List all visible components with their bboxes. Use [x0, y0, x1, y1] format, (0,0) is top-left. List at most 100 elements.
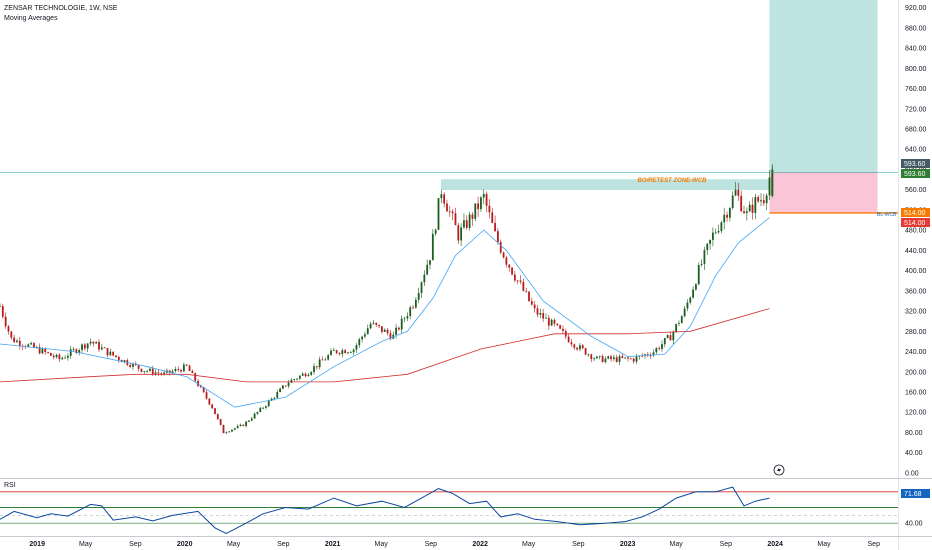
- candle-body-166: [468, 214, 471, 228]
- candle-body-73: [205, 392, 208, 399]
- price-tick-7: 640.00: [905, 147, 927, 154]
- candle-body-212: [598, 355, 601, 357]
- candle-body-225: [635, 356, 638, 362]
- candle-body-12: [33, 343, 35, 348]
- price-tag-orange-text: 514.00: [904, 210, 926, 217]
- candle-body-235: [663, 338, 666, 345]
- candle-body-136: [383, 329, 386, 332]
- candle-body-72: [202, 387, 205, 393]
- candle-body-245: [692, 289, 695, 298]
- candle-body-253: [714, 232, 717, 234]
- candle-body-195: [550, 319, 553, 326]
- candle-body-152: [429, 260, 431, 265]
- zone-label: BO/RETEST ZONE-WCB: [638, 178, 708, 184]
- candle-body-201: [567, 336, 570, 343]
- candle-body-97: [273, 397, 276, 399]
- candle-body-66: [185, 364, 188, 366]
- candle-body-103: [290, 379, 293, 383]
- candle-body-187: [528, 291, 530, 302]
- candle-body-155: [437, 198, 440, 230]
- candle-body-21: [58, 354, 61, 360]
- candle-body-265: [748, 204, 751, 212]
- price-tick-23: 0.00: [905, 470, 919, 477]
- candle-body-250: [706, 243, 709, 251]
- candle-body-268: [757, 197, 760, 202]
- price-tag-top: 593.60: [901, 159, 930, 168]
- level-lines: [769, 172, 898, 214]
- candle-body-210: [593, 358, 595, 360]
- candle-body-28: [78, 350, 81, 354]
- target-box-fill: [769, 0, 878, 173]
- candle-body-111: [313, 366, 315, 373]
- candle-body-112: [315, 366, 318, 368]
- chart-title: ZENSAR TECHNOLOGIE, 1W, NSE: [4, 5, 118, 12]
- candle-body-57: [160, 373, 163, 375]
- candle-body-180: [508, 264, 511, 268]
- candle-body-211: [596, 356, 598, 359]
- price-tag-red-text: 514.00: [904, 220, 926, 227]
- candle-body-71: [199, 386, 202, 388]
- candle-body-267: [754, 197, 757, 213]
- candle-body-159: [448, 211, 451, 213]
- candle-body-133: [375, 322, 378, 325]
- rsi-tick-40: 40.00: [905, 521, 923, 528]
- candle-body-105: [296, 378, 298, 380]
- time-tick-16: May: [817, 541, 831, 548]
- candle-body-4: [10, 331, 13, 338]
- candle-body-14: [38, 346, 41, 354]
- candle-body-224: [632, 358, 635, 362]
- lightning-icon[interactable]: [773, 464, 785, 476]
- candle-body-127: [358, 339, 361, 346]
- candle-body-87: [245, 421, 248, 427]
- candle-body-256: [723, 214, 726, 223]
- price-axis[interactable]: 920.00 880.00 840.00 800.00 760.00 720.00 680.…: [905, 5, 927, 477]
- candle-body-168: [474, 203, 477, 219]
- candle-body-106: [298, 375, 301, 379]
- candle-body-238: [672, 331, 675, 341]
- candle-body-90: [253, 413, 256, 419]
- candle-body-261: [737, 189, 740, 196]
- price-tick-2: 840.00: [905, 46, 927, 53]
- candle-body-44: [123, 360, 126, 363]
- candle-body-19: [52, 355, 55, 358]
- candle-body-164: [463, 220, 465, 228]
- price-tick-11: 480.00: [905, 228, 927, 235]
- candle-body-100: [281, 385, 284, 389]
- candle-body-197: [556, 323, 559, 326]
- candle-body-216: [610, 356, 612, 360]
- candle-body-205: [579, 345, 581, 350]
- candle-body-231: [652, 352, 655, 356]
- candle-body-202: [570, 342, 573, 345]
- candle-body-79: [222, 425, 225, 434]
- candle-body-249: [703, 250, 706, 264]
- candle-body-47: [132, 363, 134, 367]
- candle-body-109: [307, 374, 310, 377]
- candle-body-193: [545, 317, 547, 319]
- candle-body-179: [505, 257, 508, 265]
- candlestick-series: [0, 164, 774, 435]
- candle-body-240: [678, 323, 680, 324]
- candle-body-264: [745, 211, 748, 214]
- candle-body-134: [378, 324, 380, 327]
- candle-body-188: [530, 301, 533, 305]
- candle-body-163: [460, 227, 463, 241]
- candle-body-170: [480, 197, 482, 210]
- candle-body-94: [265, 406, 267, 408]
- candle-body-191: [539, 313, 542, 315]
- candle-body-198: [559, 325, 562, 329]
- price-tick-4: 760.00: [905, 86, 927, 93]
- time-tick-13: May: [670, 541, 684, 548]
- time-axis[interactable]: 2019 May Sep 2020 May Sep 2021 May Sep 2022 May Sep…: [29, 541, 880, 548]
- price-tag-red: 514.00: [901, 218, 930, 227]
- target-zone: [769, 0, 878, 213]
- candle-body-219: [618, 356, 621, 362]
- candle-body-81: [228, 431, 231, 433]
- time-tick-1: May: [79, 541, 93, 548]
- candle-body-215: [607, 356, 610, 359]
- candle-body-95: [267, 400, 270, 407]
- candle-body-213: [601, 355, 604, 363]
- main-panel-area: [0, 0, 898, 478]
- candle-body-239: [675, 323, 678, 332]
